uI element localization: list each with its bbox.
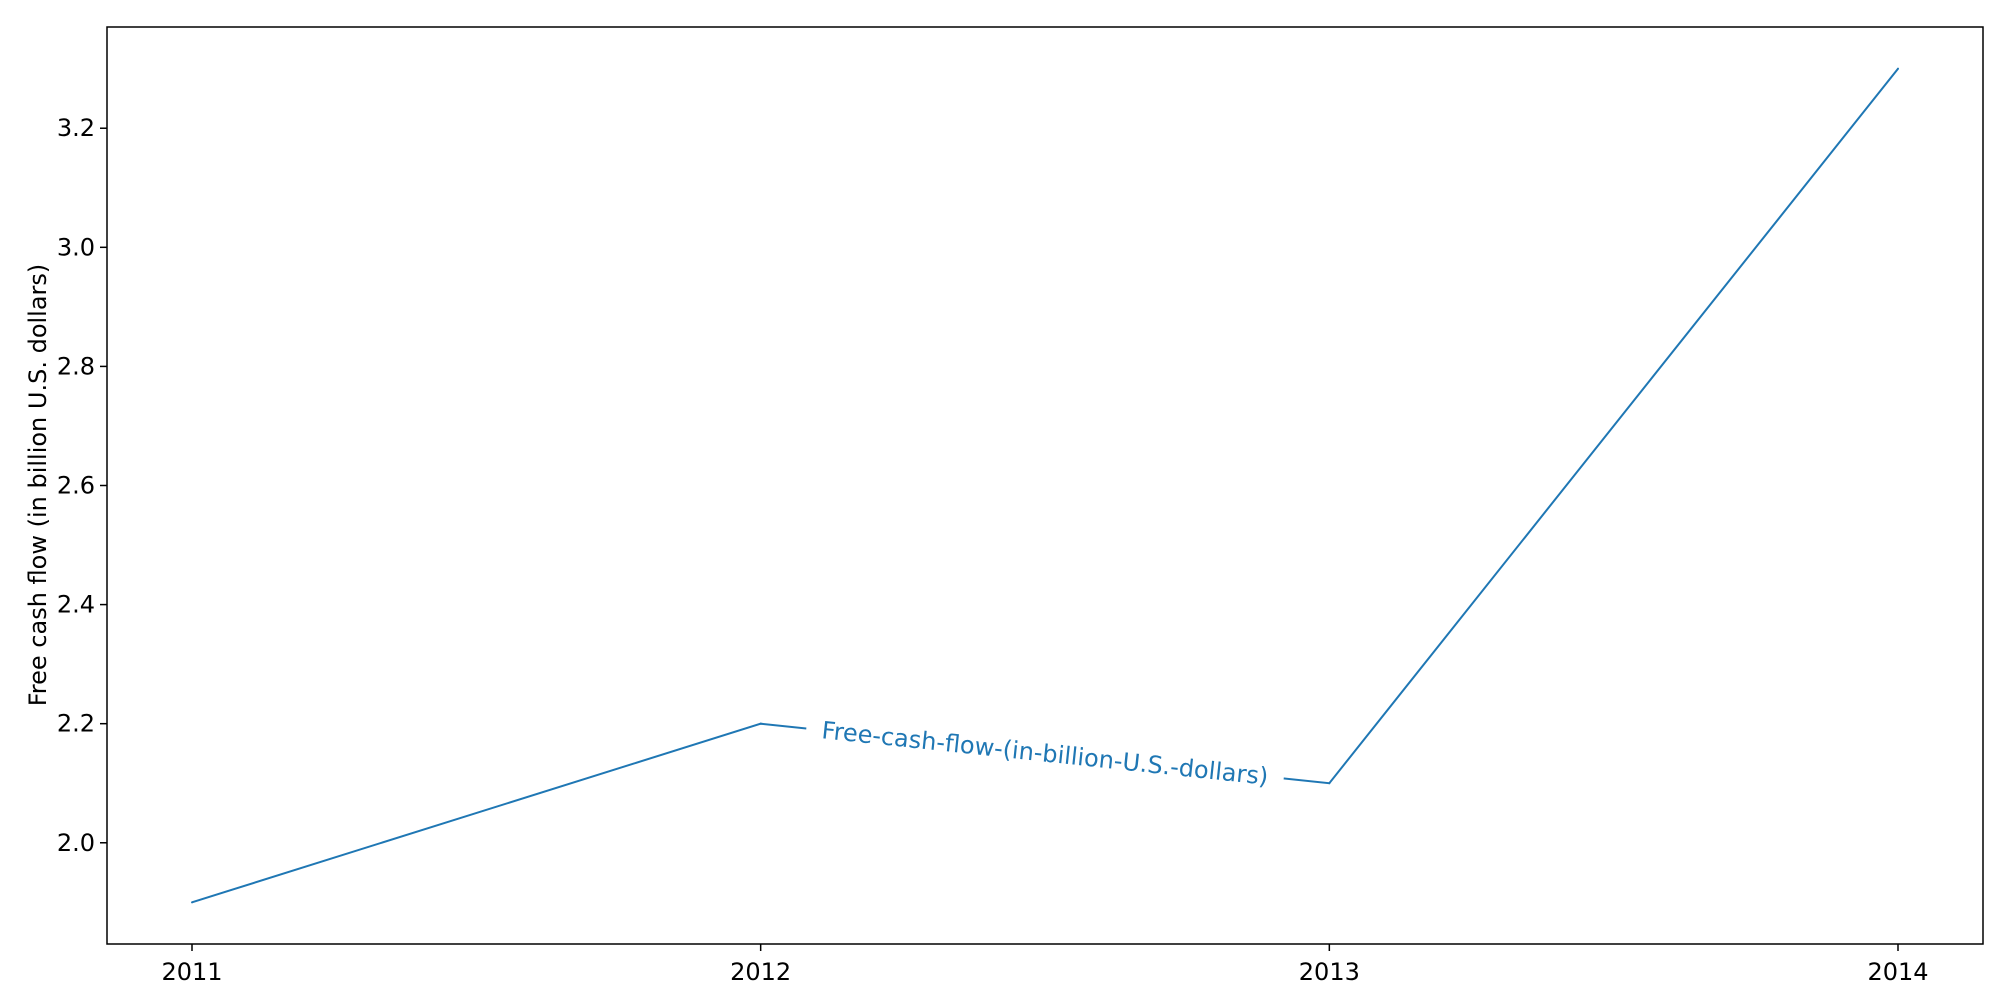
- x-tick-label: 2011: [161, 958, 222, 986]
- y-tick-label: 2.6: [57, 472, 95, 500]
- series-line: [191, 68, 1899, 904]
- series-label-gap: [805, 725, 1285, 782]
- y-tick-label: 2.0: [57, 829, 95, 857]
- x-axis: 2011 2012 2013 2014: [161, 944, 1929, 986]
- y-tick-label: 2.2: [57, 710, 95, 738]
- data-point: [1328, 782, 1331, 785]
- data-point: [759, 722, 762, 725]
- series-label: Free-cash-flow-(in-billion-U.S.-dollars): [820, 716, 1269, 791]
- data-point: [1897, 67, 1899, 70]
- series-layer: Free-cash-flow-(in-billion-U.S.-dollars): [191, 67, 1899, 904]
- y-tick-label: 2.8: [57, 352, 95, 380]
- y-tick-label: 3.2: [57, 114, 95, 142]
- x-tick-label: 2014: [1867, 958, 1928, 986]
- y-tick-label: 3.0: [57, 233, 95, 261]
- x-tick-label: 2013: [1299, 958, 1360, 986]
- plot-frame: [106, 26, 1984, 945]
- y-tick-label: 2.4: [57, 591, 95, 619]
- data-point: [191, 901, 193, 904]
- y-axis-title: Free cash flow (in billion U.S. dollars): [24, 264, 52, 707]
- x-tick-label: 2012: [730, 958, 791, 986]
- y-axis: 2.0 2.2 2.4 2.6 2.8 3.0 3.2: [57, 114, 107, 857]
